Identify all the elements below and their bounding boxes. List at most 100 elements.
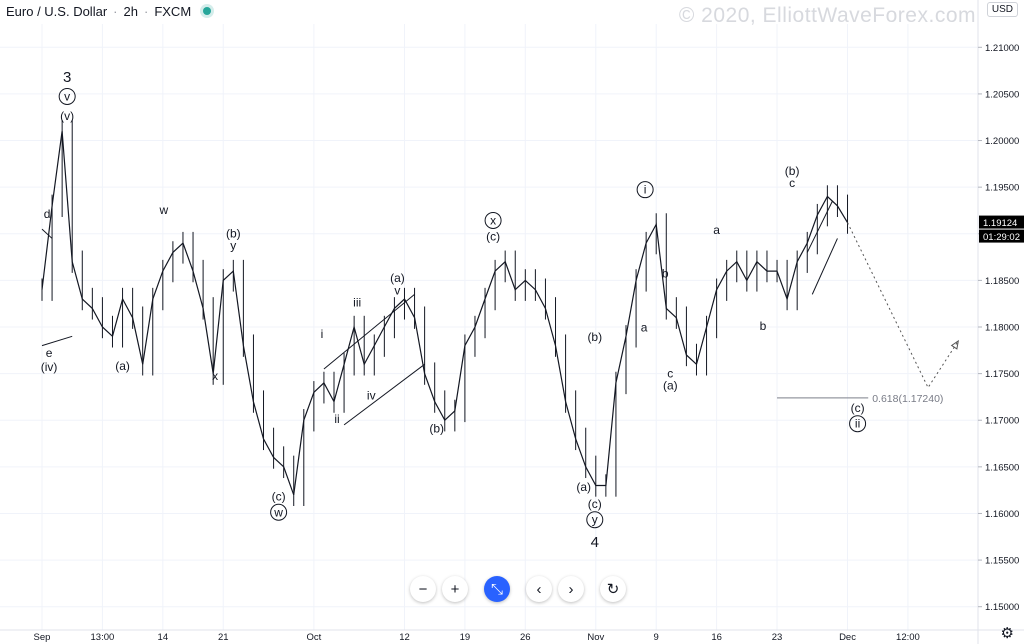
x-tick-label: 16	[711, 632, 722, 643]
zoom-in-button[interactable]: +	[442, 576, 468, 602]
wave-label: e	[46, 346, 53, 360]
symbol-header: Euro / U.S. Dollar · 2h · FXCM	[0, 0, 212, 22]
last-price-label: 1.19124	[983, 218, 1017, 229]
wave-circle	[270, 503, 288, 521]
wave-label: w	[273, 505, 283, 519]
x-tick-label: Dec	[839, 632, 856, 643]
scroll-left-button[interactable]: ‹	[526, 576, 552, 602]
x-tick-label: Nov	[587, 632, 604, 643]
wave-label: i	[321, 327, 324, 341]
wave-label: (c)	[486, 229, 500, 243]
y-tick-label: 1.17000	[985, 416, 1019, 427]
projection-path[interactable]	[847, 222, 959, 389]
y-tick-label: 1.21000	[985, 43, 1019, 54]
wave-label: b	[662, 267, 669, 281]
wave-label: (c)	[588, 497, 602, 511]
channel-line[interactable]	[811, 238, 838, 295]
wave-circle	[58, 87, 76, 105]
wave-label: w	[158, 203, 168, 217]
x-tick-label: Oct	[306, 632, 321, 643]
chart-toolbar: − + ⤡ ‹ › ↻	[410, 576, 626, 602]
x-tick-label: 9	[654, 632, 659, 643]
exchange-label: FXCM	[154, 3, 192, 19]
wave-label: (b)	[587, 330, 602, 344]
separator: ·	[143, 3, 149, 19]
wave-label: (a)	[663, 378, 678, 392]
y-tick-label: 1.20000	[985, 136, 1019, 147]
wave-label: a	[713, 223, 720, 237]
interval-label[interactable]: 2h	[123, 3, 138, 19]
last-price-badge	[979, 215, 1024, 229]
wave-label: v	[64, 89, 70, 103]
wave-label: c	[789, 176, 795, 190]
wave-label: 4	[591, 534, 599, 551]
wave-label: y	[592, 513, 598, 527]
settings-gear-icon[interactable]: ⚙	[1000, 625, 1014, 642]
wave-label: i	[644, 183, 647, 197]
channel-line[interactable]	[323, 293, 415, 370]
wave-label: (v)	[60, 109, 74, 123]
wave-circle	[586, 511, 604, 529]
countdown-label: 01:29:02	[983, 232, 1020, 243]
x-tick-label: 21	[218, 632, 229, 643]
y-tick-label: 1.15000	[985, 602, 1019, 613]
wave-label: a	[641, 321, 648, 335]
trendline[interactable]	[41, 228, 53, 239]
x-tick-label: 13:00	[91, 632, 115, 643]
wave-label: iv	[367, 389, 376, 403]
scroll-right-button[interactable]: ›	[558, 576, 584, 602]
wave-circle	[484, 211, 502, 229]
wave-label: (b)	[429, 421, 444, 435]
symbol-name[interactable]: Euro / U.S. Dollar	[6, 3, 108, 19]
wave-label: b	[760, 319, 767, 333]
y-tick-label: 1.18000	[985, 323, 1019, 334]
wave-label: c	[667, 366, 673, 380]
wave-label: (a)	[115, 359, 130, 373]
zoom-out-button[interactable]: −	[410, 576, 436, 602]
y-tick-label: 1.16500	[985, 462, 1019, 473]
x-tick-label: 19	[460, 632, 471, 643]
reset-chart-button[interactable]: ↻	[600, 576, 626, 602]
x-tick-label: 23	[772, 632, 783, 643]
wave-circle	[849, 415, 867, 433]
x-tick-label: Sep	[34, 632, 51, 643]
currency-badge[interactable]: USD	[986, 2, 1018, 17]
y-tick-label: 1.17500	[985, 369, 1019, 380]
y-tick-label: 1.19500	[985, 183, 1019, 194]
x-tick-label: 26	[520, 632, 531, 643]
wave-circle	[636, 181, 654, 199]
fib-level-label: 0.618(1.17240)	[872, 393, 943, 405]
wave-label: ii	[855, 417, 860, 431]
wave-label: 3	[63, 69, 71, 86]
separator: ·	[113, 3, 118, 19]
wave-label: (iv)	[41, 360, 58, 374]
wave-label: x	[490, 213, 496, 227]
y-tick-label: 1.20500	[985, 89, 1019, 100]
wave-label: x	[212, 369, 218, 383]
wave-label: (b)	[785, 164, 800, 178]
y-tick-label: 1.15500	[985, 556, 1019, 567]
wave-label: v	[394, 283, 400, 297]
x-tick-label: 12:00	[896, 632, 920, 643]
wave-label: (b)	[226, 226, 241, 240]
wave-label: iii	[353, 295, 361, 309]
channel-line[interactable]	[343, 363, 425, 426]
countdown-badge	[979, 229, 1024, 243]
y-tick-label: 1.16000	[985, 509, 1019, 520]
wave-label: d	[44, 207, 51, 221]
y-tick-label: 1.18500	[985, 276, 1019, 287]
projection-arrow-icon	[950, 339, 959, 350]
price-line	[41, 131, 849, 496]
channel-line[interactable]	[806, 200, 833, 253]
watermark: © 2020, ElliottWaveForex.com	[678, 4, 976, 27]
x-tick-label: 14	[158, 632, 169, 643]
wave-label: y	[230, 239, 236, 253]
trendline[interactable]	[41, 335, 73, 347]
wave-label: (c)	[272, 489, 286, 503]
market-status-icon	[203, 7, 212, 15]
reset-scale-button[interactable]: ⤡	[484, 576, 510, 602]
x-tick-label: 12	[399, 632, 410, 643]
wave-label: (a)	[576, 480, 591, 494]
wave-label: (c)	[851, 401, 865, 415]
